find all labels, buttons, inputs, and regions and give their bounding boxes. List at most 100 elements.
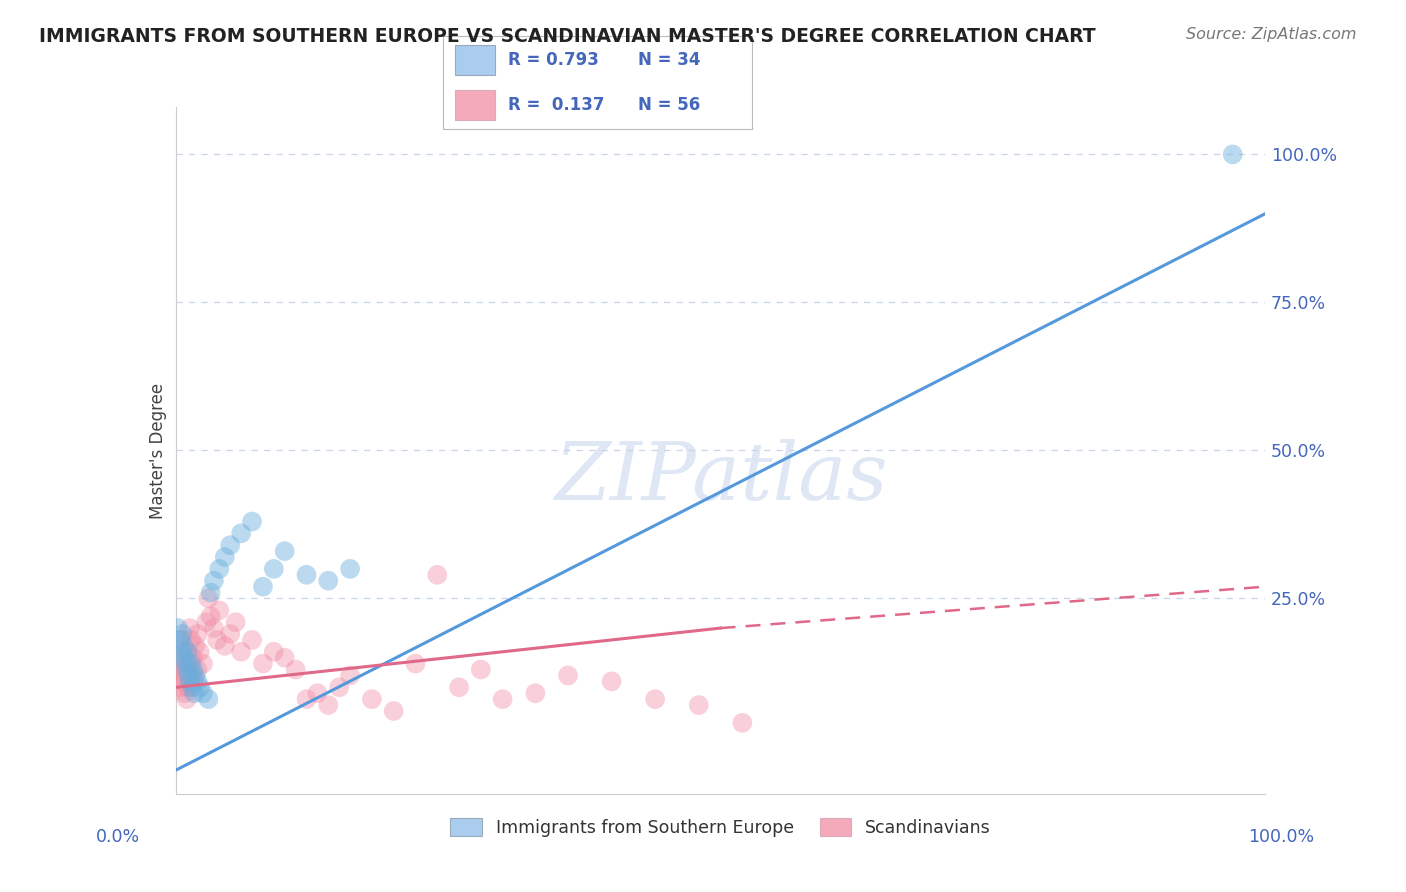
Point	[170, 681, 193, 695]
Point	[184, 668, 207, 682]
Point	[470, 663, 492, 677]
Point	[361, 692, 384, 706]
Point	[252, 580, 274, 594]
Text: 0.0%: 0.0%	[96, 828, 139, 846]
Point	[339, 668, 361, 682]
Point	[181, 681, 204, 695]
Point	[688, 698, 710, 712]
Point	[179, 621, 201, 635]
Point	[167, 668, 190, 682]
Point	[214, 549, 236, 564]
Point	[240, 632, 263, 647]
Point	[382, 704, 405, 718]
Point	[191, 686, 214, 700]
Point	[219, 538, 242, 552]
Point	[181, 663, 204, 677]
Text: ZIPatlas: ZIPatlas	[554, 439, 887, 516]
Point	[183, 674, 205, 689]
Text: N = 34: N = 34	[638, 51, 700, 69]
Point	[202, 621, 225, 635]
Point	[186, 627, 209, 641]
Point	[176, 692, 198, 706]
Point	[274, 544, 297, 558]
Point	[447, 681, 470, 695]
Point	[284, 663, 307, 677]
Point	[197, 692, 219, 706]
Point	[184, 639, 207, 653]
Point	[339, 562, 361, 576]
Point	[172, 627, 194, 641]
Point	[186, 663, 209, 677]
Point	[202, 574, 225, 588]
Point	[214, 639, 236, 653]
Point	[179, 674, 201, 689]
Point	[177, 645, 200, 659]
Point	[318, 698, 340, 712]
Point	[177, 681, 200, 695]
Point	[172, 639, 194, 653]
Point	[600, 674, 623, 689]
Point	[191, 657, 214, 671]
Point	[188, 681, 211, 695]
Point	[170, 645, 193, 659]
Point	[231, 526, 253, 541]
Point	[169, 632, 191, 647]
Point	[172, 674, 194, 689]
Point	[205, 632, 228, 647]
Point	[524, 686, 547, 700]
Point	[240, 515, 263, 529]
Point	[295, 692, 318, 706]
Text: 100.0%: 100.0%	[1249, 828, 1315, 846]
Point	[263, 645, 285, 659]
Point	[644, 692, 666, 706]
Point	[186, 674, 209, 689]
FancyBboxPatch shape	[456, 90, 495, 120]
Point	[195, 615, 218, 630]
Point	[405, 657, 427, 671]
Point	[177, 657, 200, 671]
Point	[231, 645, 253, 659]
Point	[328, 681, 350, 695]
Point	[197, 591, 219, 606]
Point	[180, 632, 202, 647]
Text: Source: ZipAtlas.com: Source: ZipAtlas.com	[1187, 27, 1357, 42]
Point	[181, 650, 204, 665]
Point	[200, 609, 222, 624]
Point	[492, 692, 515, 706]
Point	[173, 686, 195, 700]
Text: R = 0.793: R = 0.793	[508, 51, 599, 69]
Text: N = 56: N = 56	[638, 96, 700, 114]
FancyBboxPatch shape	[456, 45, 495, 75]
Point	[173, 650, 195, 665]
Point	[167, 621, 190, 635]
Point	[200, 585, 222, 599]
Point	[225, 615, 247, 630]
Point	[176, 663, 198, 677]
Point	[176, 645, 198, 659]
Legend: Immigrants from Southern Europe, Scandinavians: Immigrants from Southern Europe, Scandin…	[443, 811, 998, 844]
Point	[274, 650, 297, 665]
Point	[188, 645, 211, 659]
Point	[426, 567, 449, 582]
Point	[180, 657, 202, 671]
Point	[174, 668, 197, 682]
Point	[731, 715, 754, 730]
Text: R =  0.137: R = 0.137	[508, 96, 605, 114]
Point	[183, 686, 205, 700]
Point	[208, 562, 231, 576]
Point	[167, 657, 190, 671]
Text: IMMIGRANTS FROM SOUTHERN EUROPE VS SCANDINAVIAN MASTER'S DEGREE CORRELATION CHAR: IMMIGRANTS FROM SOUTHERN EUROPE VS SCAND…	[39, 27, 1097, 45]
Point	[263, 562, 285, 576]
Point	[252, 657, 274, 671]
Y-axis label: Master's Degree: Master's Degree	[149, 383, 167, 518]
Point	[174, 657, 197, 671]
Point	[318, 574, 340, 588]
Point	[219, 627, 242, 641]
Point	[295, 567, 318, 582]
Point	[1222, 147, 1244, 161]
Point	[181, 668, 204, 682]
Point	[169, 650, 191, 665]
Point	[170, 632, 193, 647]
Point	[172, 663, 194, 677]
Point	[208, 603, 231, 617]
